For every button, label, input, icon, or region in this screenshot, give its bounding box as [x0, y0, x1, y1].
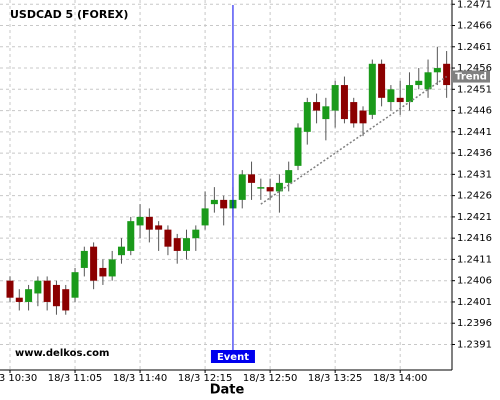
candle-body	[62, 289, 70, 311]
y-tick-label: 1.2431	[457, 169, 492, 180]
candle-body	[238, 174, 246, 200]
trend-line	[260, 75, 448, 205]
candle-body	[183, 238, 191, 251]
candle-body	[6, 280, 14, 298]
candle-body	[117, 246, 125, 256]
candle-body	[313, 102, 321, 111]
candle-body	[25, 289, 33, 302]
y-tick-label: 1.2446	[457, 106, 492, 117]
candle-body	[257, 187, 265, 189]
chart-title: USDCAD 5 (FOREX)	[10, 8, 128, 21]
candle-body	[387, 89, 395, 103]
candle-body	[368, 63, 376, 115]
trend-label: Trend	[455, 72, 487, 83]
candle-body	[173, 238, 181, 251]
candle-body	[359, 110, 367, 124]
candle-body	[52, 284, 60, 307]
candle-body	[331, 85, 339, 111]
y-tick-label: 1.2426	[457, 191, 492, 202]
event-label: Event	[217, 352, 249, 363]
candle-body	[266, 187, 274, 192]
x-tick-label: 18/3 12:50	[243, 373, 297, 384]
y-tick-label: 1.2416	[457, 233, 492, 244]
y-tick-label: 1.2441	[457, 127, 492, 138]
x-tick-label: 18/3 14:00	[373, 373, 427, 384]
candle-body	[396, 97, 404, 103]
candle-body	[210, 199, 218, 205]
candle-body	[285, 170, 293, 183]
x-tick-label: 18/3 13:25	[308, 373, 362, 384]
candle-body	[303, 102, 311, 132]
candle-body	[340, 85, 348, 120]
candle-body	[443, 63, 451, 86]
candle-body	[322, 106, 330, 120]
candle-body	[248, 174, 256, 183]
y-tick-label: 1.2451	[457, 84, 492, 95]
candle-body	[275, 182, 283, 192]
candle-body	[155, 225, 163, 230]
x-tick-label: 18/3 12:15	[178, 373, 232, 384]
y-tick-label: 1.2471	[457, 0, 492, 10]
candle-body	[350, 102, 358, 124]
y-tick-label: 1.2456	[457, 63, 492, 74]
candle-body	[201, 208, 209, 226]
candle-body	[220, 199, 228, 209]
y-tick-label: 1.2411	[457, 254, 492, 265]
candle-body	[80, 250, 88, 268]
candle-body	[415, 80, 423, 86]
watermark: www.delkos.com	[15, 348, 109, 359]
x-tick-label: 18/3 11:40	[113, 373, 167, 384]
candle-body	[90, 246, 98, 281]
x-tick-label: 18/3 10:30	[0, 373, 37, 384]
plot-area	[0, 0, 452, 370]
y-tick-label: 1.2421	[457, 212, 492, 223]
candle-body	[99, 267, 107, 277]
candle-body	[294, 127, 302, 166]
candle-body	[164, 229, 172, 247]
y-tick-label: 1.2466	[457, 21, 492, 32]
candle-body	[43, 280, 51, 302]
y-tick-label: 1.2406	[457, 276, 492, 287]
candle-body	[15, 297, 23, 302]
candle-body	[145, 216, 153, 230]
candle-body	[34, 280, 42, 294]
candle-body	[433, 68, 441, 73]
event-label-box	[210, 350, 255, 363]
x-tick-label: 18/3 11:05	[48, 373, 102, 384]
candle-body	[136, 216, 144, 226]
candle-body	[378, 63, 386, 98]
candle-body	[192, 229, 200, 239]
y-tick-label: 1.2391	[457, 339, 492, 350]
candle-body	[127, 221, 135, 251]
candle-body	[424, 72, 432, 90]
y-tick-label: 1.2461	[457, 42, 492, 53]
y-tick-label: 1.2396	[457, 318, 492, 329]
y-tick-label: 1.2401	[457, 297, 492, 308]
y-tick-label: 1.2436	[457, 148, 492, 159]
candle-body	[71, 272, 79, 298]
candle-body	[108, 259, 116, 277]
x-axis-label: Date	[210, 383, 245, 398]
trend-label-box	[452, 70, 490, 83]
candle-body	[405, 85, 413, 103]
